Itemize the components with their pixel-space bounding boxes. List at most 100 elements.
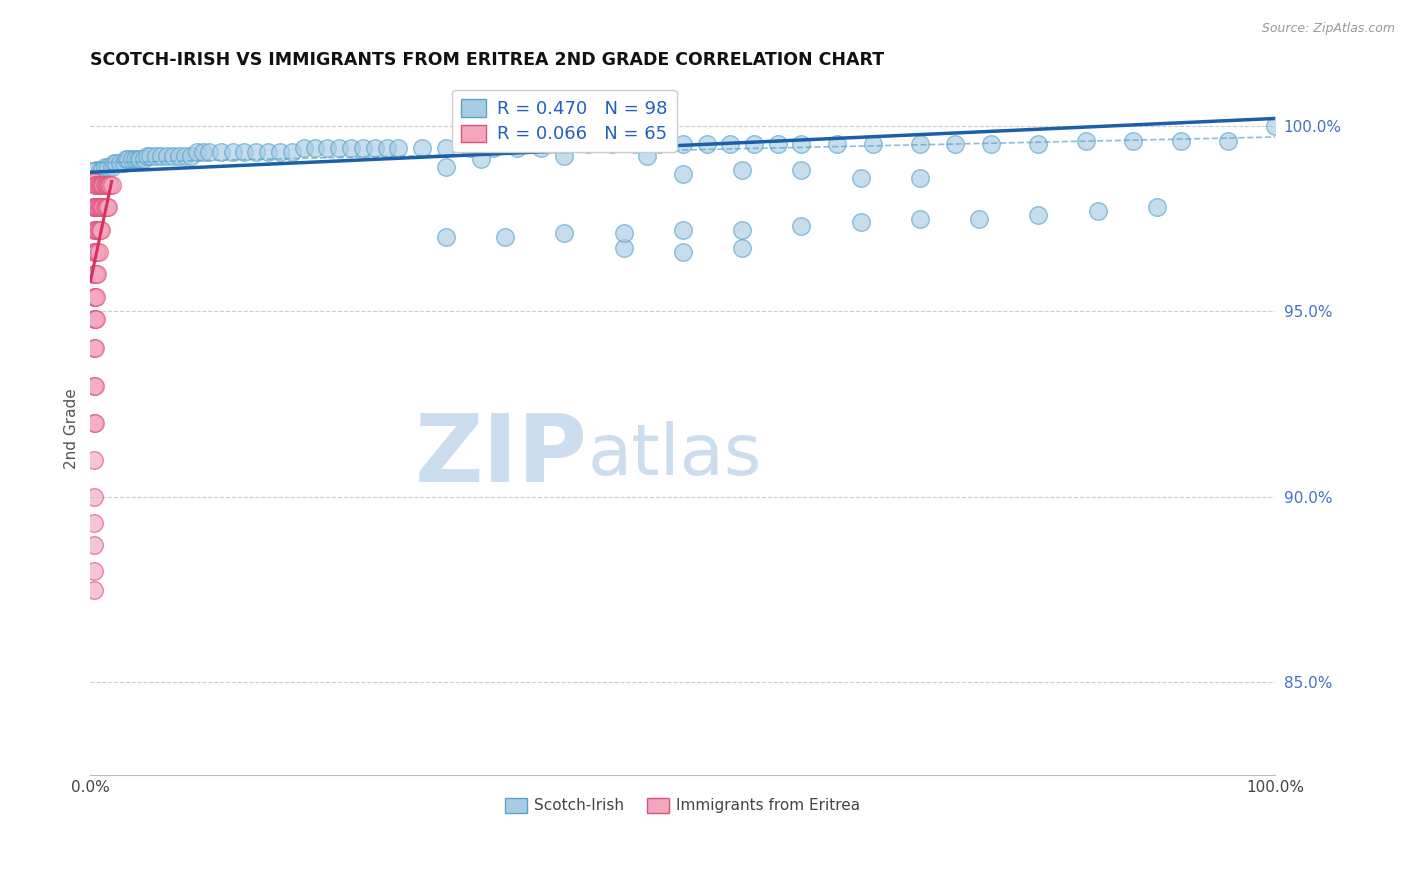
Point — [245, 145, 267, 159]
Point — [84, 245, 107, 260]
Point — [613, 227, 636, 241]
Point — [112, 156, 135, 170]
Point — [411, 141, 433, 155]
Point — [233, 145, 256, 159]
Point — [84, 201, 107, 215]
Point — [83, 490, 105, 504]
Point — [136, 148, 159, 162]
Point — [862, 137, 884, 152]
Text: SCOTCH-IRISH VS IMMIGRANTS FROM ERITREA 2ND GRADE CORRELATION CHART: SCOTCH-IRISH VS IMMIGRANTS FROM ERITREA … — [90, 51, 884, 69]
Point — [84, 342, 107, 356]
Point — [100, 160, 122, 174]
Text: Source: ZipAtlas.com: Source: ZipAtlas.com — [1261, 22, 1395, 36]
Point — [89, 223, 111, 237]
Point — [1216, 134, 1239, 148]
Point — [84, 311, 107, 326]
Point — [186, 145, 208, 159]
Point — [292, 141, 315, 155]
Point — [98, 178, 121, 193]
Point — [93, 178, 115, 193]
Point — [86, 201, 108, 215]
Point — [269, 145, 291, 159]
Point — [340, 141, 363, 155]
Point — [86, 267, 108, 281]
Text: atlas: atlas — [588, 422, 762, 491]
Point — [84, 289, 107, 303]
Point — [84, 201, 107, 215]
Point — [84, 311, 107, 326]
Point — [364, 141, 387, 155]
Point — [96, 201, 118, 215]
Point — [115, 153, 138, 167]
Point — [83, 223, 105, 237]
Point — [83, 245, 105, 260]
Point — [156, 148, 179, 162]
Point — [138, 148, 160, 162]
Point — [87, 245, 110, 260]
Point — [89, 163, 111, 178]
Point — [83, 267, 105, 281]
Point — [84, 245, 107, 260]
Point — [83, 289, 105, 303]
Point — [90, 201, 112, 215]
Point — [790, 137, 813, 152]
Point — [316, 141, 339, 155]
Point — [980, 137, 1002, 152]
Point — [1087, 204, 1109, 219]
Point — [129, 153, 152, 167]
Point — [86, 245, 108, 260]
Point — [84, 223, 107, 237]
Point — [458, 141, 481, 155]
Point — [849, 170, 872, 185]
Point — [908, 170, 931, 185]
Point — [84, 223, 107, 237]
Point — [1170, 134, 1192, 148]
Point — [672, 137, 695, 152]
Point — [91, 201, 114, 215]
Point — [967, 211, 990, 226]
Point — [83, 342, 105, 356]
Point — [150, 148, 173, 162]
Point — [790, 163, 813, 178]
Point — [696, 137, 718, 152]
Point — [87, 223, 110, 237]
Point — [718, 137, 741, 152]
Point — [553, 227, 575, 241]
Point — [93, 201, 115, 215]
Point — [105, 156, 128, 170]
Point — [624, 137, 647, 152]
Point — [100, 178, 122, 193]
Point — [93, 201, 115, 215]
Point — [86, 223, 108, 237]
Point — [83, 311, 105, 326]
Point — [576, 137, 599, 152]
Point — [494, 230, 516, 244]
Point — [127, 153, 149, 167]
Point — [434, 141, 457, 155]
Point — [600, 137, 623, 152]
Point — [84, 178, 107, 193]
Point — [908, 211, 931, 226]
Point — [97, 160, 120, 174]
Point — [84, 267, 107, 281]
Point — [352, 141, 374, 155]
Point — [167, 148, 190, 162]
Point — [281, 145, 304, 159]
Point — [553, 148, 575, 162]
Point — [87, 201, 110, 215]
Point — [83, 582, 105, 597]
Point — [908, 137, 931, 152]
Point — [94, 178, 117, 193]
Point — [1028, 137, 1050, 152]
Point — [162, 148, 184, 162]
Y-axis label: 2nd Grade: 2nd Grade — [65, 388, 79, 468]
Point — [1074, 134, 1097, 148]
Point — [198, 145, 221, 159]
Point — [482, 141, 505, 155]
Point — [84, 289, 107, 303]
Point — [82, 174, 104, 188]
Point — [849, 215, 872, 229]
Point — [825, 137, 848, 152]
Point — [91, 178, 114, 193]
Point — [672, 245, 695, 260]
